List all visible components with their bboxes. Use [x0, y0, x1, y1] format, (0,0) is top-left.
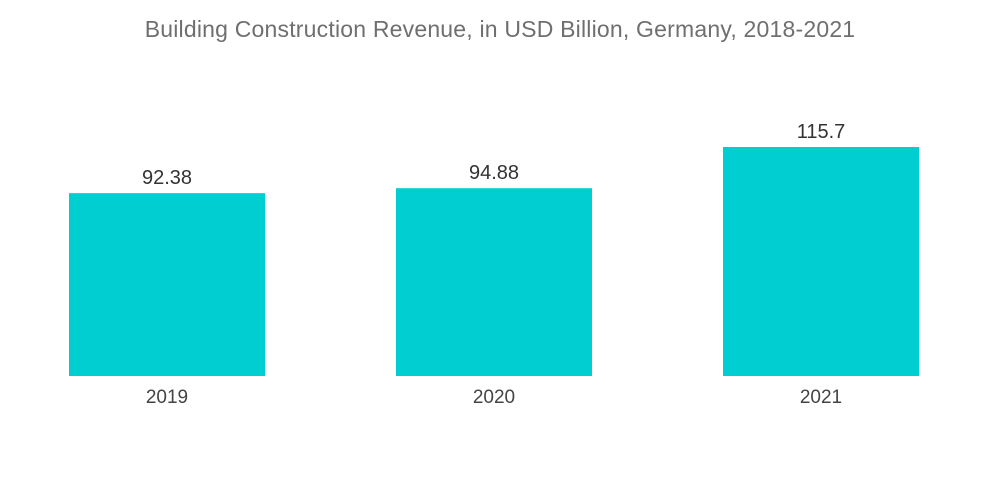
value-labels-group: 92.38 94.88 115.7 — [142, 121, 845, 189]
bar-2019 — [69, 193, 265, 376]
bar-2020 — [396, 188, 592, 376]
value-label-2020: 94.88 — [469, 162, 519, 184]
chart-title: Building Construction Revenue, in USD Bi… — [144, 16, 856, 42]
value-label-2019: 92.38 — [142, 167, 192, 189]
x-tick-label-2020: 2020 — [473, 387, 515, 408]
bar-2021 — [723, 147, 919, 376]
x-tick-label-2019: 2019 — [146, 387, 188, 408]
x-tick-labels-group: 2019 2020 2021 — [146, 387, 842, 408]
bars-group — [69, 147, 919, 376]
value-label-2021: 115.7 — [797, 121, 846, 143]
x-tick-label-2021: 2021 — [800, 387, 842, 408]
